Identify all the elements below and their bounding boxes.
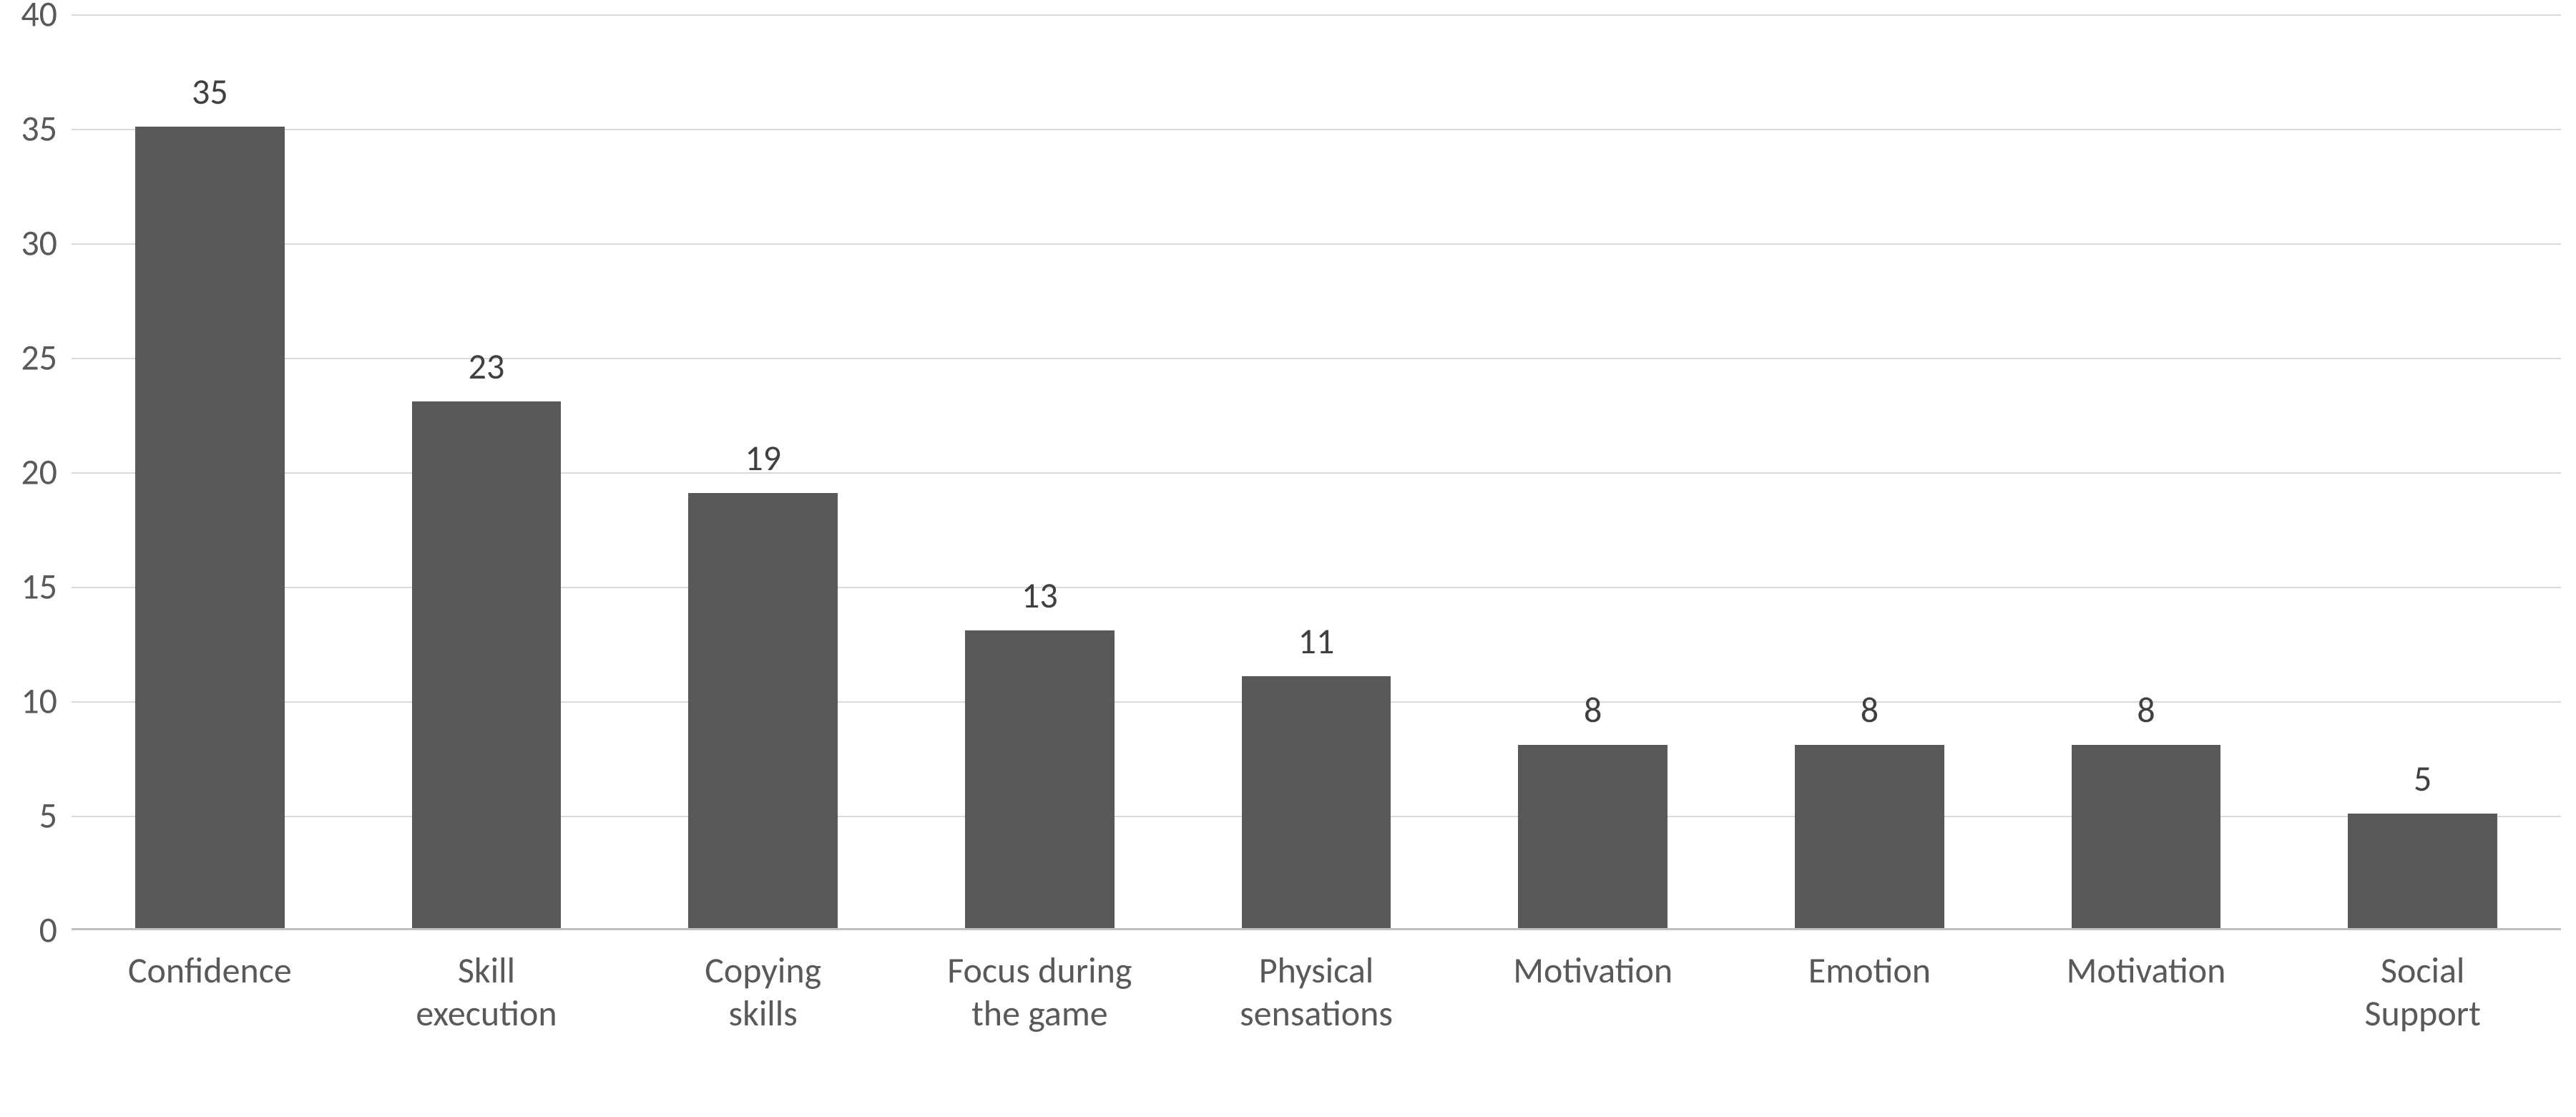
bar-slot: 35	[72, 14, 348, 928]
bar	[688, 493, 838, 928]
bar-slot: 8	[2008, 14, 2285, 928]
x-label: Motivation	[2008, 950, 2285, 1035]
bar-value-label: 11	[1298, 620, 1335, 663]
bar-slot: 19	[625, 14, 901, 928]
x-label: Emotion	[1731, 950, 2008, 1035]
bar	[1795, 745, 1944, 928]
x-label: Focus during the game	[901, 950, 1178, 1035]
bar	[965, 630, 1115, 928]
bar	[2348, 814, 2497, 928]
y-tick-label: 25	[0, 336, 57, 380]
bar-slot: 8	[1731, 14, 2008, 928]
bars-container: 35 23 19 13 11 8 8 8 5	[72, 14, 2561, 928]
bar	[412, 401, 562, 928]
x-label: Skill execution	[348, 950, 625, 1035]
bar-value-label: 19	[745, 436, 781, 480]
x-label: Confidence	[72, 950, 348, 1035]
x-label: Motivation	[1454, 950, 1731, 1035]
bar	[1242, 676, 1391, 928]
y-tick-label: 10	[0, 680, 57, 723]
y-tick-label: 30	[0, 222, 57, 265]
plot-area: 35 23 19 13 11 8 8 8 5	[72, 14, 2561, 930]
bar-value-label: 8	[1584, 688, 1602, 732]
bar-slot: 8	[1454, 14, 1731, 928]
bar-value-label: 5	[2414, 757, 2431, 801]
bar-slot: 5	[2284, 14, 2561, 928]
bar	[135, 127, 285, 928]
bar-value-label: 8	[1861, 688, 1879, 732]
bar-value-label: 8	[2137, 688, 2155, 732]
bar-value-label: 23	[469, 345, 505, 389]
x-labels: ConfidenceSkill executionCopying skillsF…	[72, 950, 2561, 1035]
x-label: Social Support	[2284, 950, 2561, 1035]
y-tick-label: 5	[0, 794, 57, 838]
bar	[2072, 745, 2221, 928]
x-label: Physical sensations	[1178, 950, 1455, 1035]
y-tick-label: 0	[0, 909, 57, 952]
y-tick-label: 40	[0, 0, 57, 36]
bar-slot: 23	[348, 14, 625, 928]
y-tick-label: 20	[0, 451, 57, 494]
bar	[1518, 745, 1667, 928]
bar-slot: 11	[1178, 14, 1455, 928]
bar-value-label: 35	[192, 70, 228, 114]
y-tick-label: 15	[0, 565, 57, 609]
bar-value-label: 13	[1022, 574, 1058, 618]
bar-slot: 13	[901, 14, 1178, 928]
y-tick-label: 35	[0, 107, 57, 151]
bar-chart: 35 23 19 13 11 8 8 8 5 0 5 10 15 20 25 30 35 40 Confiden…	[0, 0, 2576, 1117]
x-label: Copying skills	[625, 950, 901, 1035]
